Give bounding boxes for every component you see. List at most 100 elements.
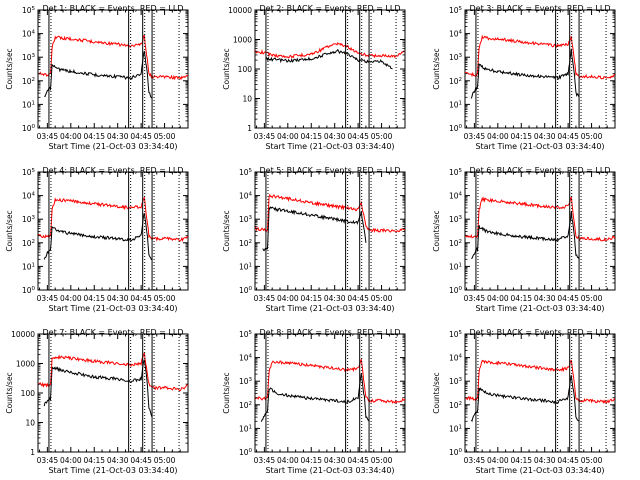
x-tick-label: 05:00 [154, 456, 176, 465]
y-tick-label: 103 [449, 215, 463, 224]
detector-panel: 100 101 102 103 104 105 03:45 04:00 04:15 04:30 04… [432, 4, 616, 151]
x-tick-label: 04:30 [107, 294, 129, 303]
y-tick-label: 10000 [228, 6, 252, 15]
plot-frame [37, 333, 189, 453]
y-tick-label: 105 [22, 6, 36, 15]
plot-frame [254, 171, 406, 291]
y-tick-label: 103 [22, 215, 36, 224]
chart-title: Det 9: BLACK = Events, RED = LLD [470, 328, 611, 337]
x-tick-label: 04:00 [277, 294, 299, 303]
y-tick-label: 102 [22, 77, 35, 86]
x-tick-label: 04:15 [300, 456, 322, 465]
y-tick-label: 105 [239, 168, 253, 177]
x-tick-label: 04:30 [534, 456, 556, 465]
y-tick-label: 103 [239, 215, 253, 224]
x-tick-label: 04:45 [130, 294, 152, 303]
y-tick-label: 101 [22, 262, 35, 271]
x-tick-label: 04:00 [277, 456, 299, 465]
events-series-line [260, 373, 370, 422]
y-tick-label: 100 [449, 448, 463, 457]
x-tick-label: 04:45 [347, 294, 369, 303]
x-tick-label: 04:00 [487, 456, 509, 465]
y-tick-label: 104 [22, 30, 36, 39]
y-tick-label: 100 [449, 286, 463, 295]
x-tick-label: 03:45 [464, 132, 486, 141]
y-tick-label: 105 [22, 168, 36, 177]
x-tick-label: 04:15 [510, 294, 532, 303]
x-tick-label: 04:30 [107, 456, 129, 465]
events-series-line [265, 48, 393, 70]
x-axis-label: Start Time (21-Oct-03 03:34:40) [475, 142, 604, 151]
y-tick-label: 102 [449, 401, 462, 410]
y-tick-label: 100 [449, 124, 463, 133]
y-tick-label: 102 [449, 77, 462, 86]
y-tick-label: 1000 [233, 36, 252, 45]
chart-title: Det 1: BLACK = Events, RED = LLD [43, 4, 184, 13]
y-axis-label: Counts/sec [222, 372, 231, 413]
y-tick-label: 10000 [11, 330, 35, 339]
detector-panel: 100 101 102 103 104 105 03:45 04:00 04:15 04:30 04… [5, 4, 189, 151]
x-axis-label: Start Time (21-Oct-03 03:34:40) [475, 466, 604, 475]
y-tick-label: 103 [239, 377, 253, 386]
y-tick-label: 10 [242, 95, 252, 104]
y-axis-label: Counts/sec [222, 210, 231, 251]
y-axis-label: Counts/sec [222, 48, 231, 89]
detector-panel: 100 101 102 103 104 105 03:45 04:00 04:15 04:30 04… [432, 166, 616, 313]
detector-panel: 1 10 100 1000 10000 03:45 04:00 04:15 04:30 04:45… [222, 4, 406, 151]
y-tick-label: 102 [449, 239, 462, 248]
x-tick-label: 03:45 [254, 132, 276, 141]
x-tick-label: 04:45 [557, 456, 579, 465]
y-tick-label: 101 [239, 262, 252, 271]
y-tick-label: 102 [22, 239, 35, 248]
events-series-line [470, 375, 580, 423]
y-tick-label: 100 [238, 65, 253, 74]
lld-series-line [465, 34, 615, 80]
detector-panel: 100 101 102 103 104 105 03:45 04:00 04:15 04:30 04… [222, 328, 406, 475]
x-tick-label: 03:45 [254, 294, 276, 303]
y-tick-label: 101 [449, 100, 462, 109]
y-tick-label: 104 [22, 192, 36, 201]
x-tick-label: 05:00 [154, 132, 176, 141]
x-tick-label: 03:45 [464, 456, 486, 465]
x-tick-label: 04:00 [60, 294, 82, 303]
plot-frame [464, 171, 616, 291]
y-axis-label: Counts/sec [432, 48, 441, 89]
chart-title: Det 3: BLACK = Events, RED = LLD [470, 4, 611, 13]
x-axis-label: Start Time (21-Oct-03 03:34:40) [48, 142, 177, 151]
events-series-line [470, 48, 580, 99]
x-tick-label: 03:45 [37, 294, 59, 303]
y-axis-label: Counts/sec [5, 210, 14, 251]
events-series-line [43, 359, 153, 418]
y-tick-label: 1 [30, 448, 35, 457]
x-tick-label: 04:15 [510, 456, 532, 465]
plot-frame [254, 9, 406, 129]
x-tick-label: 04:00 [277, 132, 299, 141]
x-tick-label: 04:30 [324, 294, 346, 303]
x-tick-label: 05:00 [154, 294, 176, 303]
x-tick-label: 05:00 [581, 456, 603, 465]
y-tick-label: 100 [239, 448, 253, 457]
x-tick-label: 03:45 [37, 456, 59, 465]
x-tick-label: 04:15 [300, 132, 322, 141]
x-tick-label: 04:15 [83, 456, 105, 465]
y-tick-label: 103 [449, 53, 463, 62]
x-tick-label: 04:45 [130, 456, 152, 465]
x-tick-label: 04:15 [300, 294, 322, 303]
x-axis-label: Start Time (21-Oct-03 03:34:40) [48, 466, 177, 475]
events-series-line [44, 50, 153, 99]
x-tick-label: 05:00 [581, 294, 603, 303]
y-tick-label: 100 [22, 124, 36, 133]
lld-series-line [38, 196, 188, 242]
chart-title: Det 5: BLACK = Events, RED = LLD [260, 166, 401, 175]
plot-frame [37, 171, 189, 291]
x-tick-label: 04:00 [60, 132, 82, 141]
y-axis-label: Counts/sec [432, 210, 441, 251]
chart-title: Det 6: BLACK = Events, RED = LLD [470, 166, 611, 175]
lld-series-line [38, 34, 188, 81]
y-tick-label: 101 [449, 424, 462, 433]
x-tick-label: 03:45 [254, 456, 276, 465]
x-tick-label: 04:30 [324, 456, 346, 465]
y-tick-label: 100 [21, 389, 36, 398]
y-tick-label: 102 [239, 401, 252, 410]
